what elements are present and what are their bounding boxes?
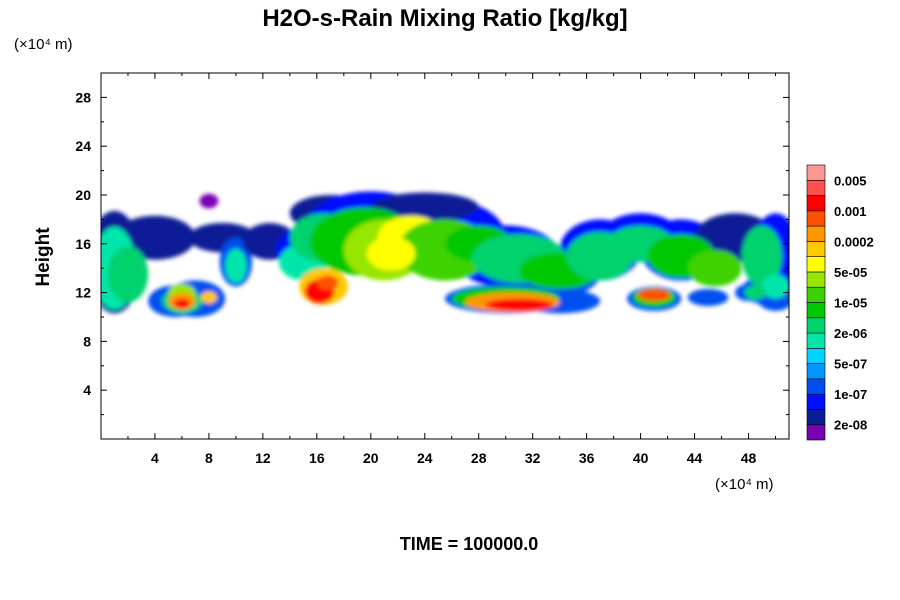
colorbar-label: 2e-06 xyxy=(834,326,867,341)
y-tick-label: 28 xyxy=(75,89,91,105)
y-tick-label: 24 xyxy=(75,138,91,154)
colorbar-swatch xyxy=(806,363,826,380)
colorbar-swatch xyxy=(806,256,826,273)
y-axis: 4 8 12 16 20 24 28 xyxy=(75,89,789,416)
y-tick-label: 8 xyxy=(83,333,91,349)
y-unit-label: (×10⁴ m) xyxy=(14,36,73,53)
field-patch xyxy=(366,236,416,271)
x-tick-label: 12 xyxy=(255,450,271,466)
mixing-ratio-field xyxy=(101,191,789,318)
x-tick-label: 32 xyxy=(525,450,541,466)
colorbar-swatch xyxy=(806,332,826,349)
field-patch xyxy=(199,193,219,209)
field-patch xyxy=(687,249,742,287)
colorbar-label: 5e-07 xyxy=(834,357,867,372)
plot-frame xyxy=(100,72,790,440)
colorbar-swatch xyxy=(806,210,826,227)
field-patch xyxy=(762,274,789,299)
x-tick-label: 24 xyxy=(417,450,433,466)
field-patch xyxy=(316,275,339,291)
colorbar-label: 2e-08 xyxy=(834,418,867,433)
x-unit-label: (×10⁴ m) xyxy=(715,476,774,493)
colorbar-swatch xyxy=(806,286,826,303)
field-patch xyxy=(687,288,729,307)
field-patch xyxy=(370,192,479,222)
colorbar-swatch xyxy=(806,348,826,364)
colorbar-swatch xyxy=(806,241,826,257)
time-label: TIME = 100000.0 xyxy=(400,534,539,554)
x-axis: 4 8 12 16 20 24 28 32 36 40 44 48 xyxy=(127,73,777,466)
x-tick-label: 40 xyxy=(633,450,649,466)
y-tick-label: 20 xyxy=(75,187,91,203)
y-tick-label: 4 xyxy=(83,382,91,398)
field-patch xyxy=(744,285,767,300)
colorbar-swatch xyxy=(806,378,826,395)
colorbar-swatch xyxy=(806,225,826,242)
field-patch xyxy=(741,225,783,287)
y-tick-label: 12 xyxy=(75,285,91,301)
colorbar-swatch xyxy=(806,409,826,426)
colorbar: 2e-08 1e-07 5e-07 2e-06 1e-05 5e-05 0.0002 0.00… xyxy=(806,164,874,441)
colorbar-swatch xyxy=(806,317,826,334)
colorbar-swatch xyxy=(806,271,826,288)
colorbar-swatch xyxy=(806,179,826,196)
field-patch xyxy=(485,298,553,311)
field-patch xyxy=(225,248,247,283)
colorbar-label: 0.001 xyxy=(834,204,867,219)
field-patch xyxy=(107,246,149,303)
x-tick-label: 28 xyxy=(471,450,487,466)
colorbar-swatch xyxy=(806,302,826,319)
x-tick-label: 20 xyxy=(363,450,379,466)
y-axis-title: Height xyxy=(33,227,54,287)
colorbar-label: 1e-05 xyxy=(834,296,867,311)
colorbar-label: 1e-07 xyxy=(834,387,867,402)
colorbar-swatch xyxy=(806,393,826,410)
y-tick-label: 16 xyxy=(75,236,91,252)
colorbar-swatch xyxy=(806,195,826,212)
x-tick-label: 16 xyxy=(309,450,325,466)
x-tick-label: 4 xyxy=(151,450,159,466)
chart-title: H2O-s-Rain Mixing Ratio [kg/kg] xyxy=(262,5,627,32)
x-tick-label: 36 xyxy=(579,450,595,466)
x-tick-label: 48 xyxy=(741,450,757,466)
x-tick-label: 8 xyxy=(205,450,213,466)
colorbar-swatch xyxy=(806,424,826,441)
colorbar-label: 0.0002 xyxy=(834,234,874,249)
colorbar-label: 0.005 xyxy=(834,173,867,188)
field-patch xyxy=(173,298,191,309)
field-patch xyxy=(200,291,218,304)
x-tick-label: 44 xyxy=(687,450,703,466)
field-patch xyxy=(637,288,671,302)
colorbar-label: 5e-05 xyxy=(834,265,867,280)
colorbar-swatch xyxy=(806,164,826,181)
